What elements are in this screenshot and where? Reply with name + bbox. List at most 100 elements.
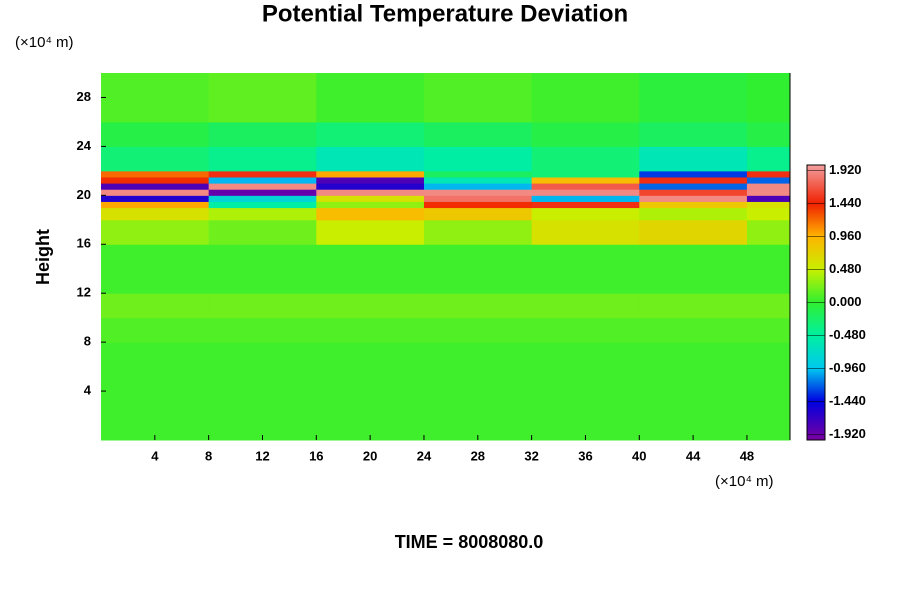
heatmap-cell (101, 342, 210, 392)
heatmap-cell (101, 195, 210, 202)
heatmap-cell (423, 170, 533, 178)
heatmap-cell (639, 342, 748, 392)
heatmap-cell (423, 189, 533, 196)
heatmap-cell (101, 244, 210, 294)
heatmap-cell (531, 219, 640, 245)
heatmap-cell (316, 183, 425, 190)
heatmap-cell (639, 146, 748, 172)
heatmap-cell (101, 219, 210, 245)
heatmap-cell (746, 201, 791, 209)
heatmap-cell (531, 189, 640, 196)
heatmap-cell (423, 244, 533, 294)
heatmap-cell (639, 176, 748, 184)
heatmap-cell (746, 342, 791, 392)
heatmap-cell (423, 121, 533, 147)
heatmap-cell (101, 317, 210, 343)
x-tick-label: 16 (309, 448, 323, 463)
heatmap-cell (531, 342, 640, 392)
y-tick-label: 8 (84, 334, 91, 349)
heatmap-cell (208, 342, 317, 392)
heatmap-cell (208, 189, 317, 196)
heatmap-cell (531, 176, 640, 184)
heatmap-cell (746, 170, 791, 178)
colorbar-tick-label: 0.000 (829, 294, 862, 309)
heatmap-cell (639, 293, 748, 319)
x-tick-label: 8 (205, 448, 212, 463)
heatmap-cell (316, 195, 425, 202)
heatmap-cell (316, 391, 425, 441)
footer-time: TIME = 8008080.0 (395, 532, 544, 552)
y-tick-label: 24 (77, 138, 92, 153)
heatmap-cell (316, 293, 425, 319)
heatmap-cell (423, 207, 533, 221)
colorbar-tick-label: 1.440 (829, 195, 862, 210)
heatmap-cell (101, 146, 210, 172)
heatmap-cell (639, 207, 748, 221)
heatmap-cell (101, 170, 210, 178)
heatmap-cell (423, 219, 533, 245)
heatmap-cell (316, 73, 425, 123)
heatmap-cell (208, 293, 317, 319)
colorbar-tick-label: -1.920 (829, 426, 866, 441)
heatmap-cell (208, 183, 317, 190)
heatmap-cell (746, 73, 791, 123)
colorbar-tick-label: 1.920 (829, 162, 862, 177)
heatmap-cell (531, 121, 640, 147)
heatmap-cell (639, 183, 748, 190)
heatmap-cell (423, 176, 533, 184)
x-tick-label: 36 (578, 448, 592, 463)
heatmap-cell (101, 391, 210, 441)
heatmap-cell (316, 176, 425, 184)
colorbar-tick-label: 0.480 (829, 261, 862, 276)
heatmap-cell (531, 201, 640, 209)
y-tick-label: 28 (77, 89, 91, 104)
heatmap-cell (101, 121, 210, 147)
heatmap-cell (746, 146, 791, 172)
heatmap-cell (531, 183, 640, 190)
heatmap-cell (316, 170, 425, 178)
heatmap-cell (746, 207, 791, 221)
heatmap-cell (423, 293, 533, 319)
heatmap-cell (423, 146, 533, 172)
heatmap-cell (208, 121, 317, 147)
heatmap-cell (639, 201, 748, 209)
x-tick-label: 44 (686, 448, 701, 463)
heatmap-cell (639, 170, 748, 178)
heatmap-cell (639, 195, 748, 202)
heatmap-cell (639, 189, 748, 196)
heatmap-cell (423, 342, 533, 392)
heatmap-cell (101, 183, 210, 190)
y-axis-label: Height (33, 229, 53, 285)
x-tick-label: 40 (632, 448, 646, 463)
heatmap-cell (746, 219, 791, 245)
heatmap-cell (531, 317, 640, 343)
heatmap-cell (531, 195, 640, 202)
heatmap-cell (316, 201, 425, 209)
heatmap-cell (423, 391, 533, 441)
heatmap-cell (639, 244, 748, 294)
heatmap-cell (316, 219, 425, 245)
heatmap-cell (531, 170, 640, 178)
heatmap-cell (639, 317, 748, 343)
heatmap-cell (639, 121, 748, 147)
heatmap-cell (101, 201, 210, 209)
heatmap-cell (316, 146, 425, 172)
heatmap-cell (531, 146, 640, 172)
heatmap-cell (208, 73, 317, 123)
y-tick-label: 20 (77, 187, 91, 202)
heatmap-cell (208, 207, 317, 221)
heatmap-cell (316, 189, 425, 196)
x-tick-label: 48 (740, 448, 754, 463)
y-tick-label: 4 (84, 383, 92, 398)
heatmap-cell (531, 207, 640, 221)
heatmap-cell (423, 201, 533, 209)
heatmap-cell (316, 121, 425, 147)
heatmap-cell (746, 317, 791, 343)
heatmap-cell (316, 342, 425, 392)
heatmap-cell (746, 183, 791, 190)
heatmap-cell (746, 293, 791, 319)
y-tick-label: 12 (77, 285, 91, 300)
heatmap-cell (208, 201, 317, 209)
heatmap-cell (423, 73, 533, 123)
heatmap-cell (208, 317, 317, 343)
